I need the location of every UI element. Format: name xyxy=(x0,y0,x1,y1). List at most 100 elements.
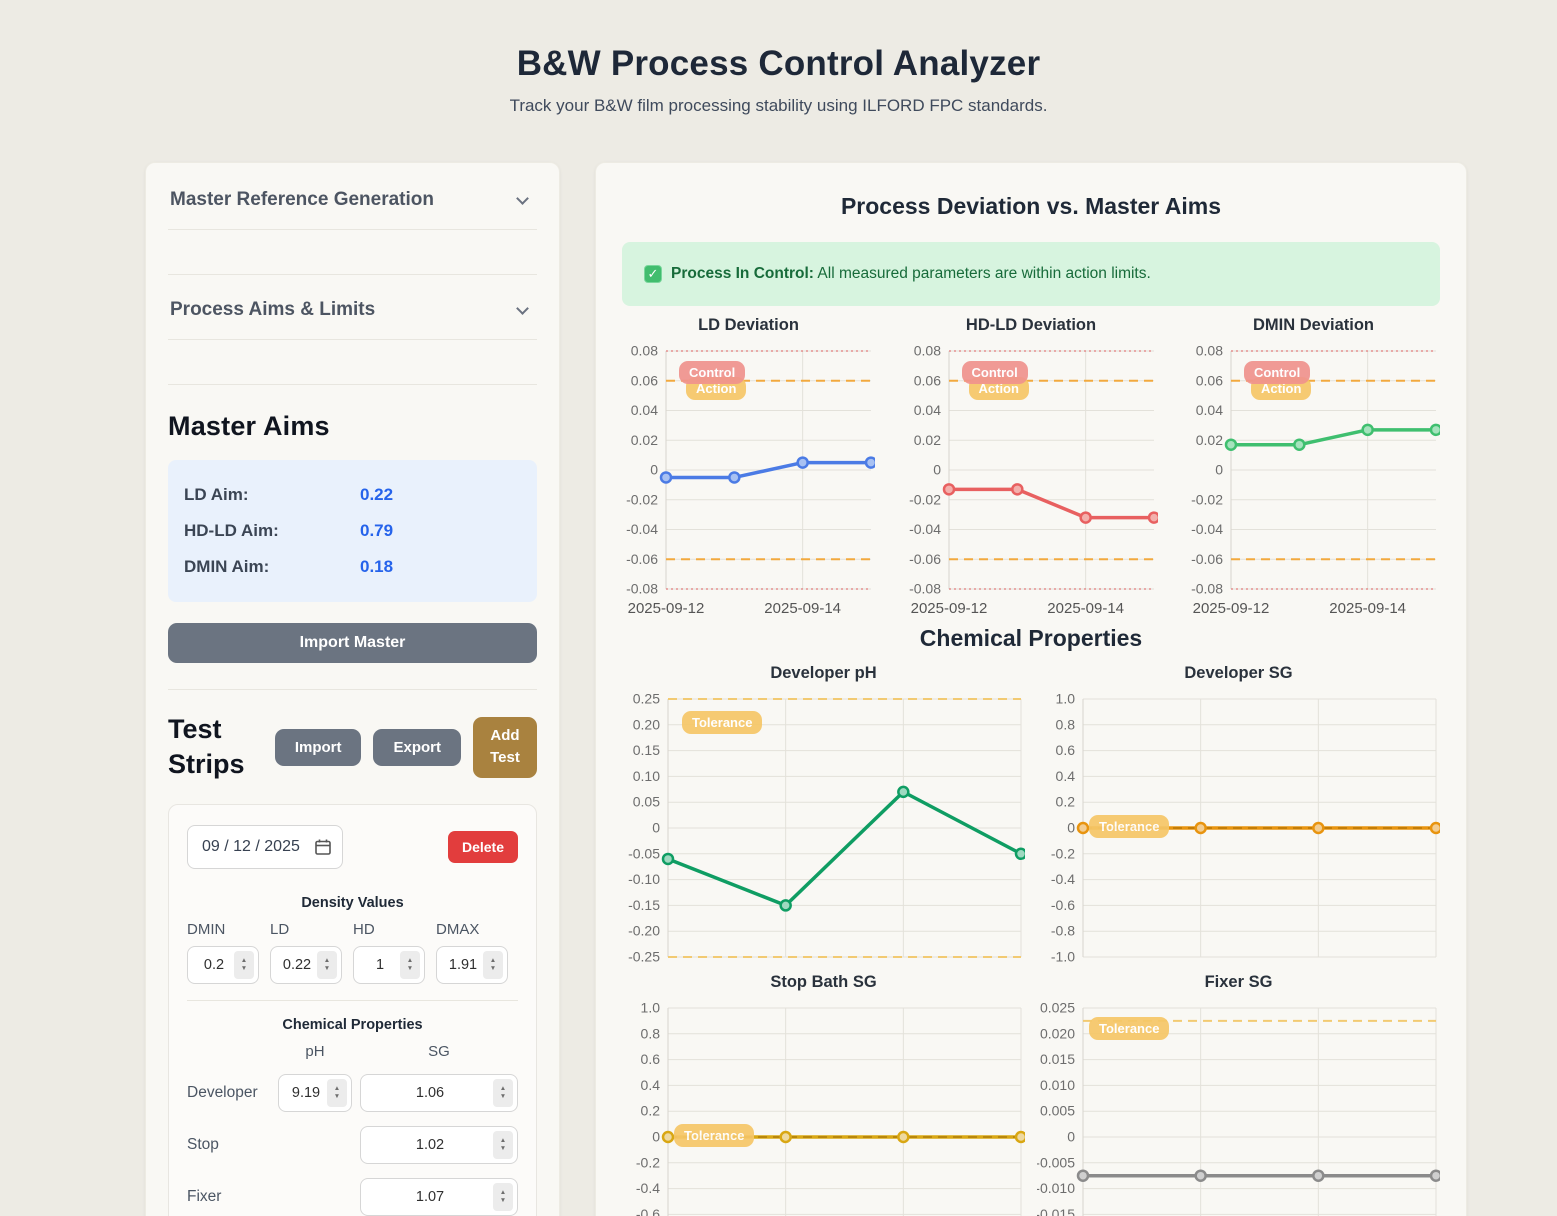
svg-text:0: 0 xyxy=(650,462,658,478)
aim-row-hdld: HD-LD Aim: 0.79 xyxy=(184,513,521,549)
delete-test-button[interactable]: Delete xyxy=(447,831,518,864)
chart-hdld-deviation: HD-LD Deviation 0.08 0.06 0.04 0.02 0 -0.02 -0.… xyxy=(905,316,1160,619)
add-test-button[interactable]: Add Test xyxy=(473,716,537,778)
stop-row-label: Stop xyxy=(187,1136,219,1154)
stepper-buttons[interactable]: ▲ ▼ xyxy=(493,1079,513,1108)
developer-sg-value: 1.06 xyxy=(415,1085,445,1102)
svg-text:0.25: 0.25 xyxy=(633,691,660,707)
divider xyxy=(168,274,537,275)
svg-text:-0.8: -0.8 xyxy=(1051,923,1075,939)
test-strips-buttons: Import Export Add Test xyxy=(274,716,537,778)
stop-sg-value: 1.02 xyxy=(415,1137,445,1154)
developer-ph-input[interactable]: 9.19 ▲ ▼ xyxy=(278,1074,352,1113)
aim-label: DMIN Aim: xyxy=(184,557,270,576)
stepper-buttons[interactable]: ▲ ▼ xyxy=(317,951,337,980)
fixer-sg-value: 1.07 xyxy=(415,1189,445,1206)
svg-text:2025-09-12: 2025-09-12 xyxy=(628,600,705,617)
chart-developer-ph: Developer pH 0.25 0.20 0.15 0.10 0.05 0 -0.05 -0… xyxy=(622,664,1028,971)
svg-text:-0.6: -0.6 xyxy=(1051,897,1075,913)
ph-column-label: pH xyxy=(305,1043,325,1061)
svg-text:0.04: 0.04 xyxy=(1196,402,1223,418)
hd-input[interactable]: 1 ▲ ▼ xyxy=(353,946,425,985)
svg-text:-0.4: -0.4 xyxy=(636,1180,660,1196)
svg-text:-0.015: -0.015 xyxy=(1037,1206,1075,1216)
collapsed-section-body xyxy=(168,340,537,384)
export-tests-button[interactable]: Export xyxy=(373,728,461,766)
sidebar: Master Reference Generation Process Aims… xyxy=(145,162,560,1216)
svg-text:0.020: 0.020 xyxy=(1040,1025,1075,1041)
hd-value: 1 xyxy=(375,957,385,974)
svg-text:0.025: 0.025 xyxy=(1040,1000,1075,1016)
chart-title: Developer pH xyxy=(770,664,877,682)
dmin-input[interactable]: 0.2 ▲ ▼ xyxy=(187,946,259,985)
stepper-buttons[interactable]: ▲ ▼ xyxy=(327,1079,347,1108)
strip-date-row: 09 / 12 / 2025 Delete xyxy=(187,825,518,870)
developer-ph-value: 9.19 xyxy=(291,1085,321,1102)
stepper-buttons[interactable]: ▲ ▼ xyxy=(493,1131,513,1160)
svg-text:-0.08: -0.08 xyxy=(909,581,941,597)
stepper-buttons[interactable]: ▲ ▼ xyxy=(400,951,420,980)
svg-text:-0.04: -0.04 xyxy=(909,521,941,537)
developer-sg-input[interactable]: 1.06 ▲ ▼ xyxy=(360,1074,518,1113)
chemical-section-title: Chemical Properties xyxy=(919,625,1143,651)
svg-text:0.02: 0.02 xyxy=(631,432,658,448)
aim-row-dmin: DMIN Aim: 0.18 xyxy=(184,549,521,585)
svg-text:0.6: 0.6 xyxy=(641,1051,661,1067)
import-master-button[interactable]: Import Master xyxy=(168,623,537,663)
svg-text:-0.04: -0.04 xyxy=(1191,521,1223,537)
stepper-buttons[interactable]: ▲ ▼ xyxy=(493,1183,513,1212)
chemical-grid: pH SG Developer 9.19 ▲ ▼ 1.06 ▲ ▼ Stop 1.0… xyxy=(187,1043,518,1216)
svg-text:0: 0 xyxy=(1067,1129,1075,1145)
collapsed-section-body xyxy=(168,230,537,274)
svg-text:0.05: 0.05 xyxy=(633,794,660,810)
svg-text:2025-09-14: 2025-09-14 xyxy=(1329,600,1406,617)
stop-sg-input[interactable]: 1.02 ▲ ▼ xyxy=(360,1126,518,1165)
section-master-reference-generation[interactable]: Master Reference Generation xyxy=(168,165,537,229)
svg-text:0.2: 0.2 xyxy=(641,1103,661,1119)
svg-text:-0.010: -0.010 xyxy=(1037,1180,1075,1196)
ld-label: LD xyxy=(270,921,290,939)
legend-badge-control: Control xyxy=(1244,361,1311,384)
chart-title: Developer SG xyxy=(1184,664,1293,682)
svg-text:2025-09-12: 2025-09-12 xyxy=(910,600,987,617)
import-tests-button[interactable]: Import xyxy=(274,728,362,766)
svg-text:-0.06: -0.06 xyxy=(909,551,941,567)
test-strips-heading-line2: Strips xyxy=(168,749,245,780)
ld-input[interactable]: 0.22 ▲ ▼ xyxy=(270,946,342,985)
svg-text:-0.06: -0.06 xyxy=(1191,551,1223,567)
svg-text:0.8: 0.8 xyxy=(1056,716,1076,732)
fixer-sg-input[interactable]: 1.07 ▲ ▼ xyxy=(360,1178,518,1216)
chart-canvas: 0.08 0.06 0.04 0.02 0 -0.02 -0.04 -0.06 -0.08 202… xyxy=(626,343,878,617)
svg-text:-0.4: -0.4 xyxy=(1051,871,1075,887)
dmin-value: 0.2 xyxy=(203,957,225,974)
divider xyxy=(187,1000,518,1002)
stepper-buttons[interactable]: ▲ ▼ xyxy=(234,951,254,980)
density-labels-row: DMIN LD HD DMAX xyxy=(187,921,518,946)
svg-text:0.02: 0.02 xyxy=(1196,432,1223,448)
stepper-buttons[interactable]: ▲ ▼ xyxy=(483,951,503,980)
status-text: Process In Control: All measured paramet… xyxy=(671,265,1151,283)
svg-text:-0.10: -0.10 xyxy=(628,871,660,887)
check-icon: ✓ xyxy=(644,265,662,283)
svg-text:0.4: 0.4 xyxy=(1056,768,1076,784)
svg-text:1.0: 1.0 xyxy=(641,1000,661,1016)
svg-text:-0.25: -0.25 xyxy=(628,949,660,965)
chart-canvas: 0.025 0.020 0.015 0.010 0.005 0 -0.005 -0.010 -0… xyxy=(1035,1000,1443,1216)
chevron-down-icon xyxy=(516,191,529,205)
svg-text:-0.08: -0.08 xyxy=(1191,581,1223,597)
calendar-icon[interactable] xyxy=(314,838,332,856)
svg-text:0.010: 0.010 xyxy=(1040,1077,1075,1093)
aim-label: HD-LD Aim: xyxy=(184,521,279,540)
svg-text:-0.06: -0.06 xyxy=(626,551,658,567)
svg-text:0.08: 0.08 xyxy=(631,343,658,359)
section-process-aims-limits[interactable]: Process Aims & Limits xyxy=(168,275,537,339)
legend-badge-control: Control xyxy=(961,361,1028,384)
svg-text:0: 0 xyxy=(652,820,660,836)
legend-badge-tolerance: Tolerance xyxy=(674,1124,755,1147)
chart-title: DMIN Deviation xyxy=(1252,316,1374,334)
dmax-input[interactable]: 1.91 ▲ ▼ xyxy=(436,946,508,985)
svg-text:-0.2: -0.2 xyxy=(636,1154,660,1170)
date-input[interactable]: 09 / 12 / 2025 xyxy=(187,825,343,870)
svg-text:-0.15: -0.15 xyxy=(628,897,660,913)
svg-text:-0.05: -0.05 xyxy=(628,845,660,861)
